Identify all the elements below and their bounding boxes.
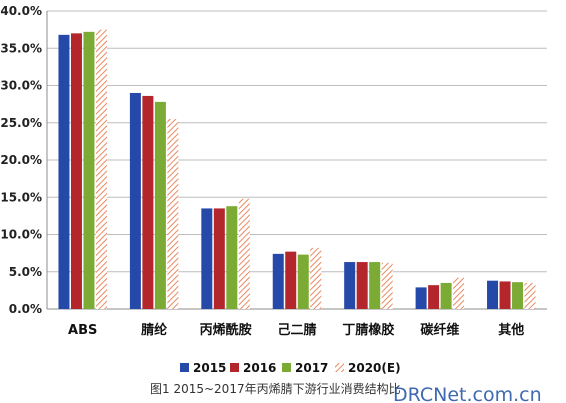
bar-2015 [201, 208, 213, 309]
bar-2015 [58, 34, 70, 310]
legend-label: 2020(E) [348, 361, 401, 375]
x-category-labels: ABS 腈纶 丙烯酰胺 己二腈 丁腈橡胶 碳纤维 其他 [68, 322, 524, 338]
bar-2020e [310, 247, 322, 309]
bar-2016 [285, 251, 297, 309]
x-category-label: 其他 [498, 322, 524, 338]
y-tick-label: 5.0% [9, 265, 42, 279]
bars [58, 29, 536, 310]
bar-2020e [453, 277, 465, 309]
bar-2020e [381, 262, 393, 309]
legend-label: 2017 [295, 361, 328, 375]
bar-2017 [369, 262, 381, 309]
y-tick-label: 25.0% [0, 116, 42, 130]
bar-2016 [70, 33, 82, 309]
gridlines [47, 10, 547, 273]
legend-swatch [180, 363, 189, 372]
x-category-label: ABS [68, 323, 97, 338]
bar-2017 [226, 206, 238, 309]
bar-2017 [297, 254, 309, 309]
bar-2015 [344, 262, 356, 309]
legend-label: 2016 [243, 361, 276, 375]
figure-caption: 图1 2015~2017年丙烯腈下游行业消费结构比 [150, 381, 401, 396]
legend-label: 2015 [193, 361, 226, 375]
y-tick-labels: 0.0% 5.0% 10.0% 15.0% 20.0% 25.0% 30.0% 35.0% 40… [0, 4, 42, 316]
bar-2017 [512, 282, 524, 309]
watermark: DRCNet.com.cn [393, 384, 542, 403]
bar-2015 [129, 92, 141, 309]
y-tick-label: 10.0% [0, 228, 42, 242]
bar-2016 [428, 285, 440, 309]
legend-swatch [335, 363, 344, 372]
bar-2017 [440, 282, 452, 309]
bar-2016 [356, 262, 368, 309]
y-tick-label: 0.0% [9, 302, 42, 316]
x-category-label: 己二腈 [277, 322, 316, 338]
x-category-label: 丙烯酰胺 [200, 322, 252, 338]
y-tick-label: 20.0% [0, 153, 42, 167]
bar-2015 [487, 280, 499, 309]
y-tick-label: 30.0% [0, 79, 42, 93]
bar-2020e [95, 29, 107, 309]
x-category-label: 腈纶 [141, 322, 167, 338]
bar-2020e [238, 198, 250, 309]
x-category-label: 碳纤维 [420, 322, 459, 338]
legend: 2015 2016 2017 2020(E) [180, 361, 401, 375]
bar-2017 [83, 31, 95, 310]
bar-2020e [524, 282, 536, 309]
legend-swatch [230, 363, 239, 372]
x-category-label: 丁腈橡胶 [342, 322, 394, 338]
bar-2015 [415, 287, 427, 309]
y-tick-label: 35.0% [0, 41, 42, 55]
bar-2016 [213, 208, 225, 309]
y-tick-label: 15.0% [0, 190, 42, 204]
bar-2017 [154, 101, 166, 309]
bar-2016 [142, 95, 154, 310]
y-tick-label: 40.0% [0, 4, 42, 18]
legend-swatch [282, 363, 291, 372]
bar-2015 [272, 253, 284, 309]
bar-2016 [499, 281, 511, 309]
bar-2020e [167, 119, 179, 310]
